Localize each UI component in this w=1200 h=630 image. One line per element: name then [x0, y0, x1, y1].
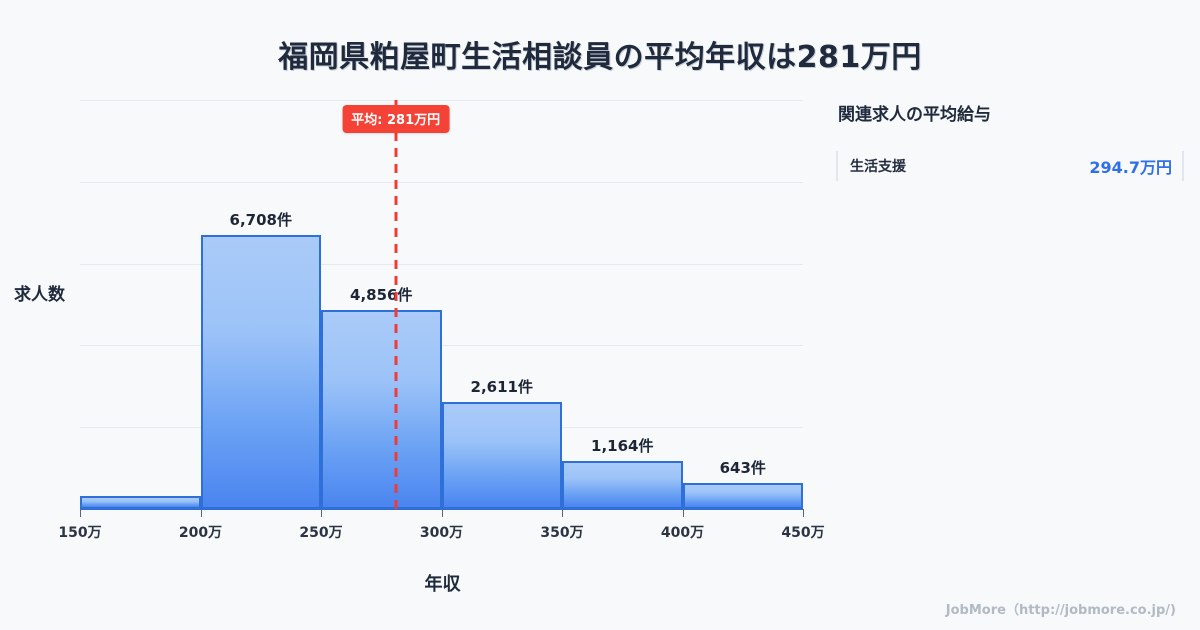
- bar-value-label: 1,164件: [591, 437, 654, 456]
- watermark: JobMore（http://jobmore.co.jp/): [945, 603, 1176, 618]
- x-axis-tick: [803, 509, 804, 517]
- histogram-bar[interactable]: [200, 234, 321, 509]
- histogram-bar[interactable]: [682, 482, 803, 509]
- page-title: 福岡県粕屋町生活相談員の平均年収は281万円: [278, 40, 922, 75]
- x-axis-tick-label: 300万: [419, 525, 464, 541]
- related-salary-row: 生活支援 294.7万円: [836, 151, 1184, 181]
- x-axis-tick: [80, 509, 81, 517]
- histogram-bar[interactable]: [441, 402, 562, 509]
- x-axis-tick-label: 400万: [660, 525, 705, 541]
- x-axis-tick: [321, 509, 322, 517]
- related-salary-row-value: 294.7万円: [1089, 158, 1172, 177]
- related-salary-title: 関連求人の平均給与: [838, 105, 991, 125]
- bar-value-label: 2,611件: [470, 378, 533, 397]
- x-axis-tick: [200, 509, 202, 517]
- related-salary-row-label: 生活支援: [850, 159, 906, 175]
- histogram-bar[interactable]: [80, 495, 201, 509]
- x-axis-tick-label: 200万: [178, 525, 223, 541]
- x-axis-tick-label: 450万: [781, 525, 825, 541]
- y-axis-title: 求人数: [14, 285, 65, 305]
- bar-value-label: 4,856件: [350, 286, 413, 305]
- gridline: [80, 181, 803, 183]
- related-salary-panel: 関連求人の平均給与 生活支援 294.7万円: [836, 100, 1184, 181]
- histogram-bar[interactable]: [562, 461, 683, 509]
- x-axis-title: 年収: [424, 574, 461, 595]
- x-axis-tick-label: 250万: [299, 525, 343, 541]
- x-axis-tick-label: 150万: [58, 525, 102, 541]
- x-axis-tick: [441, 509, 443, 517]
- x-axis-tick: [562, 509, 563, 517]
- histogram-chart: 150万 200万 250万 300万 350万 400万 450万 6,708件 4,856…: [14, 100, 825, 595]
- related-salary-rows: 生活支援 294.7万円: [836, 151, 1184, 181]
- histogram-bar[interactable]: [321, 310, 442, 509]
- bar-value-label: 6,708件: [229, 210, 292, 229]
- gridline: [80, 345, 803, 347]
- average-marker-badge: 平均: 281万円: [342, 105, 450, 133]
- average-marker-line: [394, 100, 398, 509]
- bar-value-label: 643件: [719, 458, 766, 477]
- x-axis-tick-label: 350万: [540, 525, 584, 541]
- gridline: [80, 100, 803, 101]
- gridline: [80, 263, 803, 265]
- x-axis-tick: [682, 509, 684, 517]
